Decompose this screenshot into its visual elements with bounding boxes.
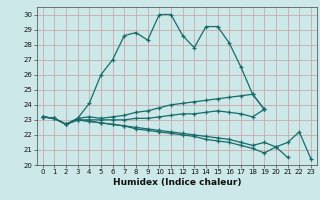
X-axis label: Humidex (Indice chaleur): Humidex (Indice chaleur) xyxy=(113,178,241,187)
